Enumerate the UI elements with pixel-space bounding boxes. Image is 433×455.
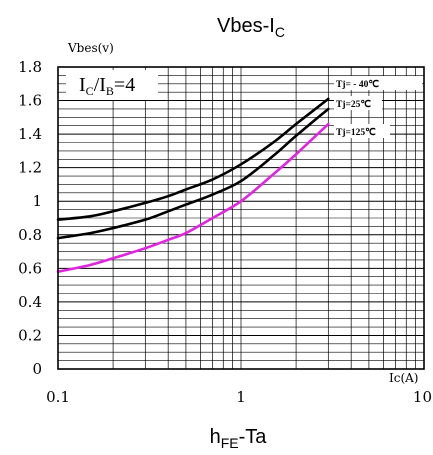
y-tick-label: 1.8 <box>18 58 42 76</box>
y-tick-label: 0.2 <box>18 326 42 344</box>
chart-title: Vbes-IC <box>217 15 285 40</box>
annotation-box <box>66 70 158 100</box>
series-label-1: Tj=25℃ <box>336 99 371 110</box>
series-line-1 <box>56 107 330 240</box>
plot-frame <box>57 66 425 370</box>
y-tick-label: 1.2 <box>18 159 42 177</box>
series-line-2 <box>56 122 330 273</box>
x-tick-label: 0.1 <box>46 388 70 406</box>
x-tick-label: 10 <box>413 388 432 406</box>
curves <box>56 97 330 273</box>
ic-ib-annotation: IC/IB=4 <box>79 74 135 98</box>
series-label-0: Tj= - 40℃ <box>336 79 379 90</box>
y-axis-label: Vbes(v) <box>67 41 114 55</box>
series-label-bg-0 <box>334 76 422 90</box>
y-tick-label: 1 <box>32 192 42 210</box>
series-label-bg-2 <box>334 124 390 138</box>
series-label-2: Tj=125℃ <box>336 127 376 138</box>
x-tick-labels: 0.1 1 10 <box>46 388 432 406</box>
series-labels: Tj= - 40℃ Tj=25℃ Tj=125℃ <box>334 76 422 138</box>
series-line-0 <box>56 97 330 221</box>
grid <box>58 67 424 369</box>
y-tick-label: 0.8 <box>18 226 42 244</box>
series-label-bg-1 <box>334 96 382 110</box>
y-tick-label: 0.4 <box>18 293 42 311</box>
x-axis-label: Ic(A) <box>389 371 419 385</box>
y-tick-label: 1.4 <box>18 125 42 143</box>
y-tick-label: 0 <box>32 360 42 378</box>
y-tick-labels: 0 0.2 0.4 0.6 0.8 1 1.2 1.4 1.6 1.8 <box>18 58 42 378</box>
footer-title: hFE-Ta <box>210 426 268 451</box>
y-tick-label: 1.6 <box>18 92 42 110</box>
y-tick-label: 0.6 <box>18 259 42 277</box>
x-tick-label: 1 <box>236 388 246 406</box>
